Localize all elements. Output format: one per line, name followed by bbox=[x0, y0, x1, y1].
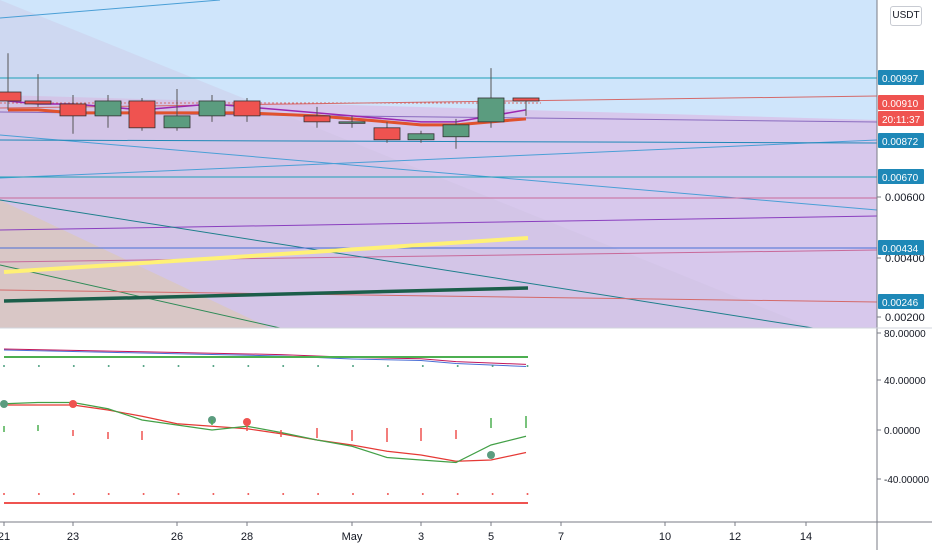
candle-body[interactable] bbox=[233, 100, 261, 117]
fan-line-7 bbox=[0, 249, 878, 263]
price-tick-label: 0.00600 bbox=[885, 192, 925, 204]
candle-body[interactable] bbox=[94, 100, 122, 117]
indicator-dot bbox=[456, 493, 459, 495]
price-badge-bg bbox=[878, 294, 924, 309]
indicator-dot bbox=[386, 365, 389, 367]
indicator-dot bbox=[352, 493, 354, 495]
fan-line-4 bbox=[0, 139, 878, 179]
indicator-tick-label: 40.00000 bbox=[884, 376, 926, 387]
signal-dot[interactable] bbox=[487, 451, 495, 459]
indicator-dot bbox=[3, 365, 5, 367]
price-badge-label: 0.00997 bbox=[882, 74, 919, 85]
indicator-dot bbox=[107, 365, 110, 367]
indicator-dot bbox=[421, 493, 424, 495]
price-badge-bg bbox=[878, 169, 924, 184]
candle-body[interactable] bbox=[59, 103, 87, 117]
candle-body[interactable] bbox=[477, 97, 505, 123]
candle-body[interactable] bbox=[128, 100, 156, 129]
time-tick-label: 23 bbox=[67, 531, 79, 543]
indicator-dot bbox=[352, 365, 354, 367]
candle-body[interactable] bbox=[24, 100, 52, 105]
indicator-dot bbox=[491, 493, 494, 495]
indicator-dot bbox=[491, 365, 494, 367]
fan-line-10 bbox=[0, 289, 878, 303]
price-badge-bg bbox=[878, 133, 924, 148]
indicator-dot bbox=[386, 493, 389, 495]
indicator-dot bbox=[177, 493, 180, 495]
indicator-dot bbox=[421, 365, 424, 367]
indicator-upper-line bbox=[3, 349, 527, 367]
fan-line-8 bbox=[0, 199, 814, 329]
indicator-dot bbox=[526, 493, 529, 495]
indicator-dot bbox=[282, 493, 285, 495]
time-tick-label: 5 bbox=[488, 531, 494, 543]
fan-line-6 bbox=[0, 215, 878, 231]
candle-body[interactable] bbox=[512, 97, 540, 102]
time-tick-label: 7 bbox=[558, 531, 564, 543]
price-badge-bg bbox=[878, 95, 924, 110]
indicator-dot bbox=[317, 493, 320, 495]
indicator-dot bbox=[317, 365, 320, 367]
indicator-dot bbox=[177, 365, 180, 367]
candle-body[interactable] bbox=[303, 115, 331, 123]
indicator-dot bbox=[247, 493, 250, 495]
fan-line-0 bbox=[0, 0, 221, 19]
yellow-trend-line[interactable] bbox=[3, 236, 529, 274]
indicator-dot bbox=[37, 493, 40, 495]
price-badge-label: 0.00246 bbox=[882, 298, 919, 309]
signal-dot[interactable] bbox=[243, 418, 251, 426]
time-tick-label: 3 bbox=[418, 531, 424, 543]
price-tick-label: 0.00200 bbox=[885, 312, 925, 324]
price-badge-label: 20:11:37 bbox=[882, 115, 921, 126]
green-trend-line[interactable] bbox=[3, 286, 529, 303]
candle-body[interactable] bbox=[338, 121, 366, 124]
candle-body[interactable] bbox=[373, 127, 401, 141]
indicator-dot bbox=[247, 365, 250, 367]
candle-body[interactable] bbox=[407, 133, 435, 141]
signal-dot[interactable] bbox=[69, 400, 77, 408]
indicator-dot bbox=[456, 365, 459, 367]
price-badge-bg bbox=[878, 70, 924, 85]
price-badge-bg bbox=[878, 111, 924, 126]
time-tick-label: May bbox=[342, 531, 363, 543]
indicator-tick-label: 80.00000 bbox=[884, 329, 926, 340]
time-tick-label: 26 bbox=[171, 531, 183, 543]
oscillator-green-line bbox=[3, 401, 527, 464]
candle-body[interactable] bbox=[442, 124, 470, 138]
indicator-dot bbox=[142, 365, 145, 367]
indicator-dot bbox=[212, 365, 215, 367]
indicator-dot bbox=[282, 365, 285, 367]
price-badge-label: 0.00910 bbox=[882, 99, 919, 110]
time-tick-label: 10 bbox=[659, 531, 671, 543]
time-tick-label: 12 bbox=[729, 531, 741, 543]
price-badge-label: 0.00872 bbox=[882, 137, 919, 148]
price-tick-label: 0.00400 bbox=[885, 253, 925, 265]
indicator-dot bbox=[3, 493, 5, 495]
oscillator-red-line bbox=[4, 404, 527, 462]
candle-body[interactable] bbox=[163, 115, 191, 129]
indicator-tick-label: -40.00000 bbox=[884, 475, 929, 486]
indicator-tick-label: 0.00000 bbox=[884, 426, 921, 437]
bg-band bbox=[0, 0, 813, 328]
indicator-dot bbox=[212, 493, 215, 495]
indicator-dot bbox=[526, 365, 529, 367]
time-tick-label: 28 bbox=[241, 531, 253, 543]
time-tick-label: 21 bbox=[0, 531, 10, 543]
candle-body[interactable] bbox=[0, 91, 22, 102]
indicator-dot bbox=[142, 493, 145, 495]
indicator-dot bbox=[72, 365, 75, 367]
price-badge-label: 0.00434 bbox=[882, 244, 919, 255]
indicator-dot bbox=[107, 493, 110, 495]
signal-dot[interactable] bbox=[0, 400, 8, 408]
fan-line-14 bbox=[0, 139, 878, 144]
indicator-dot bbox=[72, 493, 75, 495]
indicator-dot bbox=[37, 365, 40, 367]
price-badge-label: 0.00670 bbox=[882, 173, 919, 184]
candle-body[interactable] bbox=[198, 100, 226, 117]
currency-button[interactable]: USDT bbox=[890, 6, 922, 26]
time-tick-label: 14 bbox=[800, 531, 812, 543]
price-badge-bg bbox=[878, 240, 924, 255]
